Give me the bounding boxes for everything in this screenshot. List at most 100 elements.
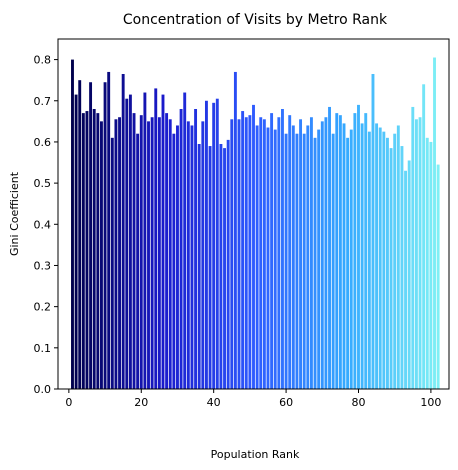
bar-rank-32 bbox=[183, 92, 187, 389]
bar-rank-17 bbox=[128, 94, 132, 390]
bar-rank-16 bbox=[125, 98, 129, 390]
bar-rank-7 bbox=[92, 109, 96, 389]
bar-rank-42 bbox=[219, 144, 223, 389]
bar-rank-56 bbox=[270, 113, 274, 389]
bar-rank-53 bbox=[259, 117, 263, 389]
bar-rank-90 bbox=[393, 133, 397, 389]
bar-rank-92 bbox=[400, 146, 404, 389]
bar-rank-3 bbox=[78, 80, 82, 390]
bar-rank-85 bbox=[375, 123, 379, 389]
bar-rank-35 bbox=[194, 109, 198, 389]
bar-rank-37 bbox=[201, 121, 205, 390]
bar-rank-76 bbox=[342, 123, 346, 389]
bar-rank-29 bbox=[172, 133, 176, 389]
plot-frame bbox=[57, 38, 450, 390]
bar-rank-36 bbox=[197, 144, 201, 389]
bar-rank-62 bbox=[291, 125, 295, 390]
bar-rank-93 bbox=[404, 170, 408, 389]
bar-rank-47 bbox=[237, 119, 241, 389]
bar-rank-86 bbox=[378, 127, 382, 389]
x-tick-label: 100 bbox=[420, 396, 441, 409]
bars-group bbox=[71, 57, 440, 390]
bar-rank-60 bbox=[284, 133, 288, 389]
bar-rank-72 bbox=[328, 106, 331, 390]
bar-rank-55 bbox=[266, 127, 270, 389]
bar-rank-82 bbox=[364, 113, 368, 389]
x-axis-label: Population Rank bbox=[211, 448, 300, 461]
bar-rank-58 bbox=[277, 117, 281, 389]
y-tick-label: 0.4 bbox=[34, 218, 52, 231]
bar-rank-100 bbox=[429, 141, 433, 389]
x-tick-label: 80 bbox=[351, 396, 365, 409]
bar-rank-2 bbox=[74, 94, 78, 390]
bar-rank-27 bbox=[165, 113, 169, 389]
y-tick-label: 0.0 bbox=[34, 383, 52, 396]
bar-rank-1 bbox=[71, 59, 74, 390]
bar-rank-26 bbox=[161, 94, 165, 390]
bar-rank-98 bbox=[422, 84, 426, 389]
bar-rank-11 bbox=[107, 71, 111, 390]
bar-rank-49 bbox=[244, 117, 248, 389]
bar-rank-13 bbox=[114, 119, 118, 389]
chart-title: Concentration of Visits by Metro Rank bbox=[123, 12, 388, 28]
bar-rank-65 bbox=[302, 133, 306, 389]
x-tick-label: 0 bbox=[65, 396, 72, 409]
bar-rank-40 bbox=[212, 102, 216, 389]
bar-rank-8 bbox=[96, 113, 100, 389]
bar-rank-84 bbox=[371, 74, 375, 389]
y-tick-label: 0.2 bbox=[34, 301, 52, 314]
y-tick-label: 0.5 bbox=[34, 177, 52, 190]
bar-rank-83 bbox=[367, 131, 371, 389]
bar-rank-78 bbox=[349, 129, 353, 389]
bar-rank-31 bbox=[179, 109, 183, 389]
bar-rank-91 bbox=[396, 125, 400, 390]
bar-rank-12 bbox=[110, 137, 114, 389]
bar-rank-61 bbox=[288, 115, 292, 390]
x-axis: 0 20 40 60 80 100 bbox=[65, 389, 441, 409]
bar-rank-39 bbox=[208, 146, 212, 389]
bar-rank-67 bbox=[309, 117, 313, 389]
bar-rank-34 bbox=[190, 125, 194, 390]
bar-rank-97 bbox=[418, 117, 422, 389]
bar-rank-96 bbox=[414, 119, 418, 389]
bar-rank-52 bbox=[255, 125, 259, 390]
x-tick-label: 60 bbox=[279, 396, 293, 409]
bar-rank-77 bbox=[346, 137, 350, 389]
bar-rank-9 bbox=[99, 121, 103, 390]
bar-rank-87 bbox=[382, 131, 386, 389]
bar-rank-44 bbox=[226, 139, 230, 389]
bar-rank-81 bbox=[360, 123, 364, 389]
bar-rank-74 bbox=[335, 113, 339, 389]
bar-rank-46 bbox=[233, 71, 237, 390]
bar-rank-75 bbox=[338, 115, 342, 390]
bar-rank-73 bbox=[331, 133, 335, 389]
bar-rank-68 bbox=[313, 137, 317, 389]
bar-rank-6 bbox=[89, 82, 93, 389]
bar-rank-4 bbox=[81, 113, 85, 389]
bar-rank-59 bbox=[281, 109, 284, 389]
y-tick-label: 0.6 bbox=[34, 136, 52, 149]
y-tick-label: 0.8 bbox=[34, 54, 52, 67]
y-tick-label: 0.1 bbox=[34, 342, 52, 355]
bar-rank-70 bbox=[320, 121, 324, 390]
x-tick-label: 20 bbox=[134, 396, 148, 409]
bar-rank-43 bbox=[223, 148, 226, 389]
bar-rank-99 bbox=[425, 137, 429, 389]
bar-rank-33 bbox=[186, 121, 190, 390]
bar-rank-23 bbox=[150, 117, 154, 389]
bar-rank-50 bbox=[248, 115, 252, 390]
bar-rank-14 bbox=[118, 117, 121, 389]
y-axis-label: Gini Coefficient bbox=[8, 171, 21, 256]
bar-rank-89 bbox=[389, 148, 393, 389]
bar-rank-5 bbox=[85, 111, 89, 389]
bar-rank-15 bbox=[121, 74, 125, 389]
bar-rank-57 bbox=[273, 129, 277, 389]
bar-rank-54 bbox=[262, 119, 266, 389]
bar-rank-95 bbox=[411, 106, 415, 390]
bar-rank-18 bbox=[132, 113, 136, 389]
bar-rank-101 bbox=[433, 57, 436, 389]
bar-rank-20 bbox=[139, 115, 143, 390]
bar-rank-10 bbox=[103, 82, 107, 389]
bar-rank-41 bbox=[215, 98, 219, 390]
x-tick-label: 40 bbox=[207, 396, 221, 409]
